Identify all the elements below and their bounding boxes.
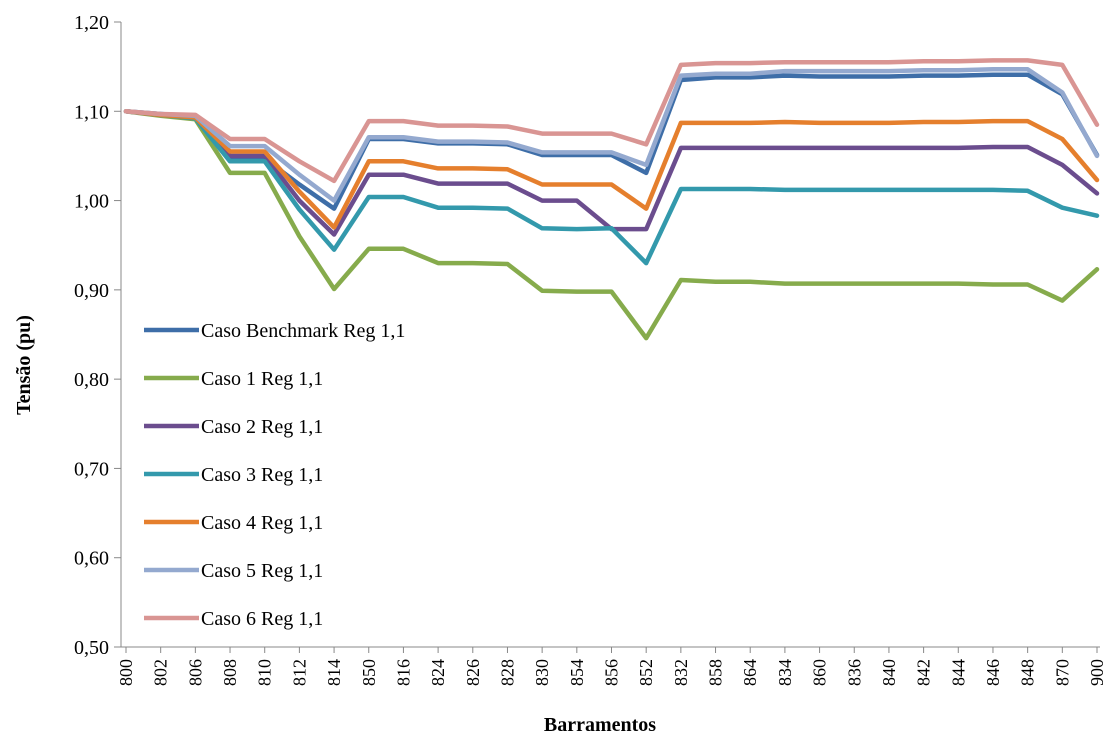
y-tick-label: 1,20 [74,12,109,34]
y-tick-label: 1,00 [74,191,109,213]
x-tick-label: 810 [255,659,275,686]
legend-label: Caso 2 Reg 1,1 [201,416,323,438]
x-tick-label: 846 [983,659,1003,686]
x-tick-label: 858 [706,659,726,686]
y-axis-ticks: 0,50 0,60 0,70 0,80 0,90 1,00 1,10 1,20 [74,12,121,659]
x-tick-label: 842 [914,659,934,686]
x-tick-label: 844 [948,659,968,686]
legend-label: Caso 4 Reg 1,1 [201,512,323,534]
series-line [123,58,1100,184]
x-tick-label: 800 [116,659,136,686]
x-tick-label: 812 [289,659,309,686]
x-tick-label: 864 [740,659,760,686]
x-tick-label: 830 [532,659,552,686]
x-tick-label: 854 [567,659,587,686]
x-axis-title: Barramentos [544,714,656,736]
x-tick-label: 816 [393,659,413,686]
y-axis-title: Tensão (pu) [13,315,35,415]
y-tick-label: 1,10 [74,101,109,123]
x-tick-label: 806 [185,659,205,686]
legend-label: Caso 1 Reg 1,1 [201,368,323,390]
y-tick-label: 0,80 [74,369,109,391]
series-line [123,109,1100,341]
x-tick-label: 828 [497,659,517,686]
legend-label: Caso Benchmark Reg 1,1 [201,320,405,342]
series-line [123,67,1100,203]
x-tick-label: 860 [810,659,830,686]
x-tick-label: 824 [428,659,448,686]
series-lines [123,58,1100,341]
legend-label: Caso 5 Reg 1,1 [201,560,323,582]
x-tick-label: 826 [463,659,483,686]
series-line [123,109,1100,266]
y-tick-label: 0,60 [74,548,109,570]
x-tick-label: 850 [359,659,379,686]
x-tick-label: 834 [775,659,795,686]
y-tick-label: 0,90 [74,280,109,302]
x-tick-label: 840 [879,659,899,686]
x-tick-label: 802 [151,659,171,686]
y-tick-label: 0,50 [74,637,109,659]
x-tick-label: 836 [844,659,864,686]
series-line [123,109,1100,230]
x-tick-label: 900 [1087,659,1107,686]
x-tick-label: 832 [671,659,691,686]
legend: Caso Benchmark Reg 1,1 Caso 1 Reg 1,1 Caso… [144,320,405,630]
x-axis-ticks: 800 802 806 808 810 812 814 850 816 824 826 828 830 8… [116,647,1107,686]
x-tick-label: 808 [220,659,240,686]
x-tick-label: 856 [602,659,622,686]
x-tick-label: 870 [1052,659,1072,686]
x-tick-label: 852 [636,659,656,686]
x-tick-label: 814 [324,659,344,686]
legend-label: Caso 3 Reg 1,1 [201,464,323,486]
y-tick-label: 0,70 [74,458,109,480]
x-tick-label: 848 [1018,659,1038,686]
legend-label: Caso 6 Reg 1,1 [201,608,323,630]
